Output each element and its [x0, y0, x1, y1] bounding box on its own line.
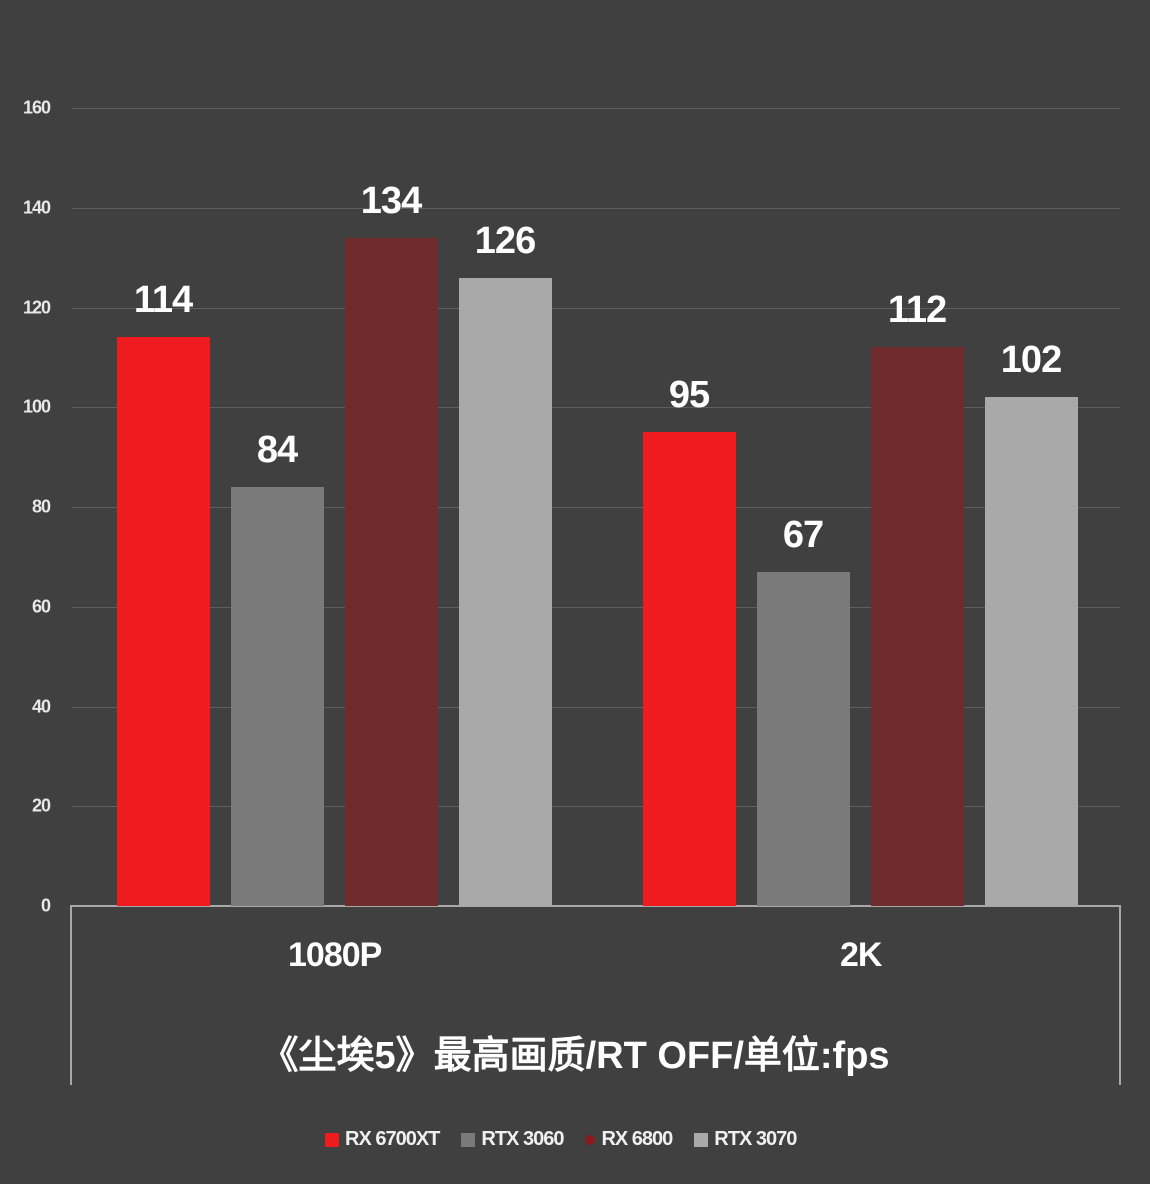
legend-label: RTX 3060: [481, 1128, 564, 1150]
gridline: [72, 108, 1120, 109]
legend-swatch-icon: [461, 1132, 476, 1147]
bar-value-label: 126: [474, 219, 536, 262]
bar: [345, 237, 438, 906]
legend-swatch-icon: [694, 1132, 709, 1147]
y-tick-label: 160: [22, 97, 51, 118]
y-tick-label: 120: [22, 297, 51, 317]
bar: [459, 277, 552, 906]
y-tick-label: 0: [40, 895, 51, 916]
bar-value-label: 112: [887, 289, 947, 332]
bar: [643, 432, 736, 906]
bar-value-label: 95: [668, 374, 710, 417]
y-tick-label: 40: [31, 696, 51, 716]
legend-item: RTX 3060: [461, 1128, 564, 1151]
legend: RX 6700XT RTX 3060 RX 6800 RTX 3070: [325, 1128, 797, 1151]
bar: [985, 397, 1078, 906]
legend-label: RTX 3070: [714, 1128, 797, 1150]
legend-swatch-icon: [325, 1132, 339, 1147]
chart-title: 《尘埃5》最高画质/RT OFF/单位:fps: [260, 1035, 890, 1077]
legend-item: RX 6800: [585, 1128, 673, 1151]
y-tick-label: 60: [31, 596, 51, 617]
y-tick-label: 80: [31, 496, 51, 517]
legend-swatch-icon: [585, 1134, 596, 1145]
gridline: [72, 507, 1120, 508]
gridline: [72, 806, 1120, 808]
legend-label: RX 6700XT: [345, 1128, 440, 1150]
bar-value-label: 114: [133, 279, 193, 322]
gridline: [72, 706, 1120, 708]
bar-value-label: 102: [1000, 339, 1062, 382]
bar: [117, 337, 210, 906]
gridline: [72, 606, 1120, 608]
legend-item: RTX 3070: [694, 1128, 797, 1151]
y-tick-label: 20: [31, 795, 51, 816]
bar-value-label: 67: [782, 513, 824, 556]
y-tick-label: 140: [22, 197, 51, 218]
bar: [871, 347, 964, 906]
bar: [231, 487, 324, 906]
bar: [757, 571, 850, 906]
category-label-2k: 2K: [840, 936, 882, 974]
legend-label: RX 6800: [601, 1128, 673, 1150]
bar-value-label: 84: [256, 429, 298, 472]
gridline: [72, 207, 1120, 209]
x-axis-box: [70, 905, 1121, 1085]
legend-item: RX 6700XT: [325, 1128, 440, 1151]
bar-value-label: 134: [360, 179, 422, 222]
y-tick-label: 100: [22, 396, 51, 417]
gridline: [72, 407, 1120, 409]
category-label-1080p: 1080P: [288, 936, 382, 974]
gridline: [72, 307, 1120, 309]
